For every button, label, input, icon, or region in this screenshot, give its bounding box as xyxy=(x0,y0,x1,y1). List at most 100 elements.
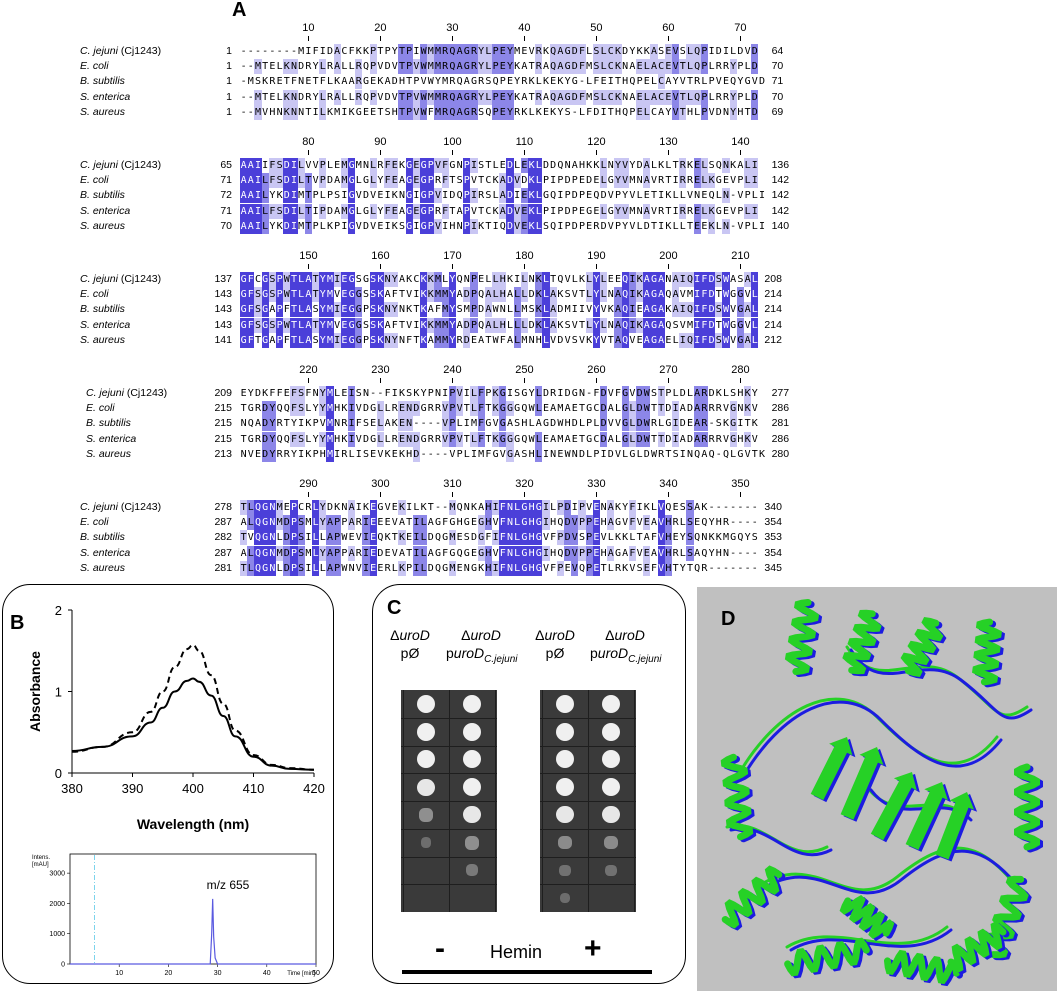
residue: K xyxy=(376,332,384,348)
residue: F xyxy=(434,304,441,316)
residue: C xyxy=(254,274,261,285)
panel-a-label: A xyxy=(232,0,247,21)
residue: R xyxy=(276,418,283,430)
residue: G xyxy=(442,562,449,574)
residue: P xyxy=(427,388,434,399)
residue: K xyxy=(348,106,355,118)
residue: D xyxy=(542,388,549,399)
alpha-helix xyxy=(721,865,783,929)
residue: - xyxy=(269,46,276,57)
residue: I xyxy=(672,431,680,447)
residue: T xyxy=(290,332,298,348)
residue: D xyxy=(715,106,722,118)
residue: F xyxy=(593,388,600,399)
residue: I xyxy=(305,562,312,574)
alpha-helix xyxy=(900,616,944,678)
residue: K xyxy=(427,272,435,287)
hplc-x-tick-label: 20 xyxy=(165,970,173,977)
residue: V xyxy=(571,530,579,546)
residue: T xyxy=(391,532,398,544)
residue: M xyxy=(276,515,284,531)
residue: V xyxy=(744,289,751,301)
residue: K xyxy=(283,59,291,75)
residue: W xyxy=(564,448,571,460)
residue: Y xyxy=(506,59,514,75)
residue: I xyxy=(413,319,420,331)
residue: F xyxy=(550,532,557,544)
residue: R xyxy=(434,403,441,415)
residue: G xyxy=(477,515,485,531)
residue: L xyxy=(297,287,305,303)
residue: S xyxy=(297,386,305,401)
residue: E xyxy=(586,220,593,232)
residue: Y xyxy=(665,106,672,118)
residue: L xyxy=(348,61,355,73)
residue: R xyxy=(708,433,715,445)
ruler-tick xyxy=(380,264,382,269)
residue: V xyxy=(470,205,477,217)
residue: T xyxy=(413,304,420,316)
residue: D xyxy=(362,433,369,445)
residue: A xyxy=(549,302,557,318)
residue: T xyxy=(550,274,557,285)
start-position: 71 xyxy=(220,174,232,187)
residue: G xyxy=(650,287,658,303)
residue: F xyxy=(391,319,398,331)
residue: Q xyxy=(448,59,456,75)
residue: S xyxy=(268,272,276,287)
species-name: S. aureus xyxy=(80,219,125,232)
residue: F xyxy=(247,272,255,287)
residue: D xyxy=(586,175,593,187)
residue: M xyxy=(557,433,564,445)
residue: Y xyxy=(729,59,737,75)
residue: - xyxy=(586,388,593,399)
residue: E xyxy=(377,220,384,232)
species-name: S. aureus xyxy=(80,105,125,118)
residue: L xyxy=(355,175,362,187)
residue: K xyxy=(614,59,622,75)
residue: N xyxy=(636,175,643,187)
end-position: 277 xyxy=(771,387,790,399)
residue: M xyxy=(326,431,334,447)
residue: R xyxy=(456,334,463,346)
residue: K xyxy=(391,220,398,232)
residue: F xyxy=(355,418,362,430)
residue: P xyxy=(276,317,284,333)
x-tick-label: 410 xyxy=(243,781,265,796)
residue: Y xyxy=(319,545,327,561)
residue: K xyxy=(528,203,536,219)
residue: V xyxy=(492,547,499,559)
residue: Y xyxy=(312,433,319,445)
ruler-tick xyxy=(452,492,454,497)
residue: A xyxy=(556,89,564,105)
growth-spot xyxy=(416,694,435,713)
residue: H xyxy=(528,448,535,460)
residue: K xyxy=(398,530,406,546)
species-name: S. enterica xyxy=(80,90,131,103)
residue: R xyxy=(355,547,362,559)
residue: T xyxy=(413,334,420,346)
residue: F xyxy=(268,173,276,189)
residue: L xyxy=(261,203,269,219)
residue: A xyxy=(269,304,276,316)
residue: T xyxy=(665,175,672,187)
residue: I xyxy=(636,502,643,513)
residue: P xyxy=(571,205,578,217)
panel-c-label: C xyxy=(387,597,402,619)
residue: E xyxy=(592,545,600,561)
residue: F xyxy=(268,203,276,219)
growth-spot xyxy=(556,806,574,824)
residue: E xyxy=(643,545,651,561)
residue: R xyxy=(679,158,687,173)
ruler-label: 30 xyxy=(446,22,459,34)
start-position: 215 xyxy=(214,402,232,415)
residue: E xyxy=(664,44,672,59)
ruler-tick xyxy=(452,378,454,383)
residue: D xyxy=(377,547,384,559)
residue: V xyxy=(384,502,391,513)
residue: E xyxy=(391,448,398,460)
residue: K xyxy=(535,287,543,303)
residue: A xyxy=(542,61,549,73)
residue: T xyxy=(463,403,470,415)
residue: E xyxy=(592,530,600,546)
